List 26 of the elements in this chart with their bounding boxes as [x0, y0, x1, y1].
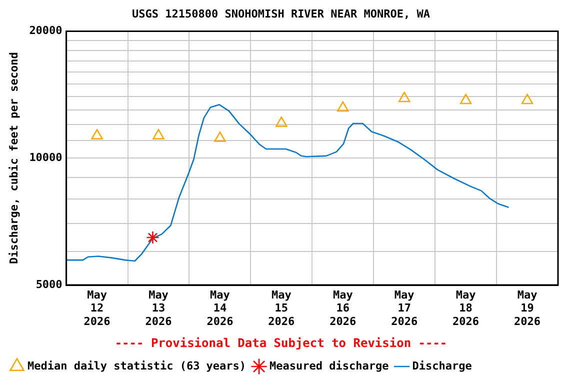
point [276, 116, 288, 127]
y-tick-label: 5000 [36, 278, 62, 291]
x-tick-label: May 17 2026 [391, 288, 418, 328]
legend-label: Discharge [412, 359, 472, 372]
x-tick-label: May 13 2026 [145, 288, 172, 328]
point [214, 132, 226, 142]
point [398, 92, 410, 102]
point [521, 94, 534, 104]
x-tick-label: May 18 2026 [452, 288, 480, 328]
point [152, 129, 164, 140]
x-tick-label: May 16 2026 [330, 288, 357, 328]
point [91, 129, 103, 140]
y-tick-label: 10000 [29, 150, 62, 164]
point [337, 101, 349, 112]
x-tick-label: May 15 2026 [268, 288, 296, 328]
point [460, 94, 472, 104]
x-tick-label: May 19 2026 [514, 288, 541, 328]
y-axis-title: Discharge, cubic feet per second [7, 52, 20, 264]
chart-title: USGS 12150800 SNOHOMISH RIVER NEAR MONROE, WA [132, 7, 430, 20]
x-tick-label: May 14 2026 [206, 288, 234, 328]
legend-label: Median daily statistic (63 years) [28, 359, 246, 372]
text: ---- Provisional Data Subject to Revision ---- [114, 336, 448, 350]
y-tick-label: 20000 [29, 24, 62, 38]
x-tick-label: May 12 2026 [84, 288, 111, 328]
point [146, 230, 160, 244]
legend-label: Measured discharge [270, 359, 390, 372]
